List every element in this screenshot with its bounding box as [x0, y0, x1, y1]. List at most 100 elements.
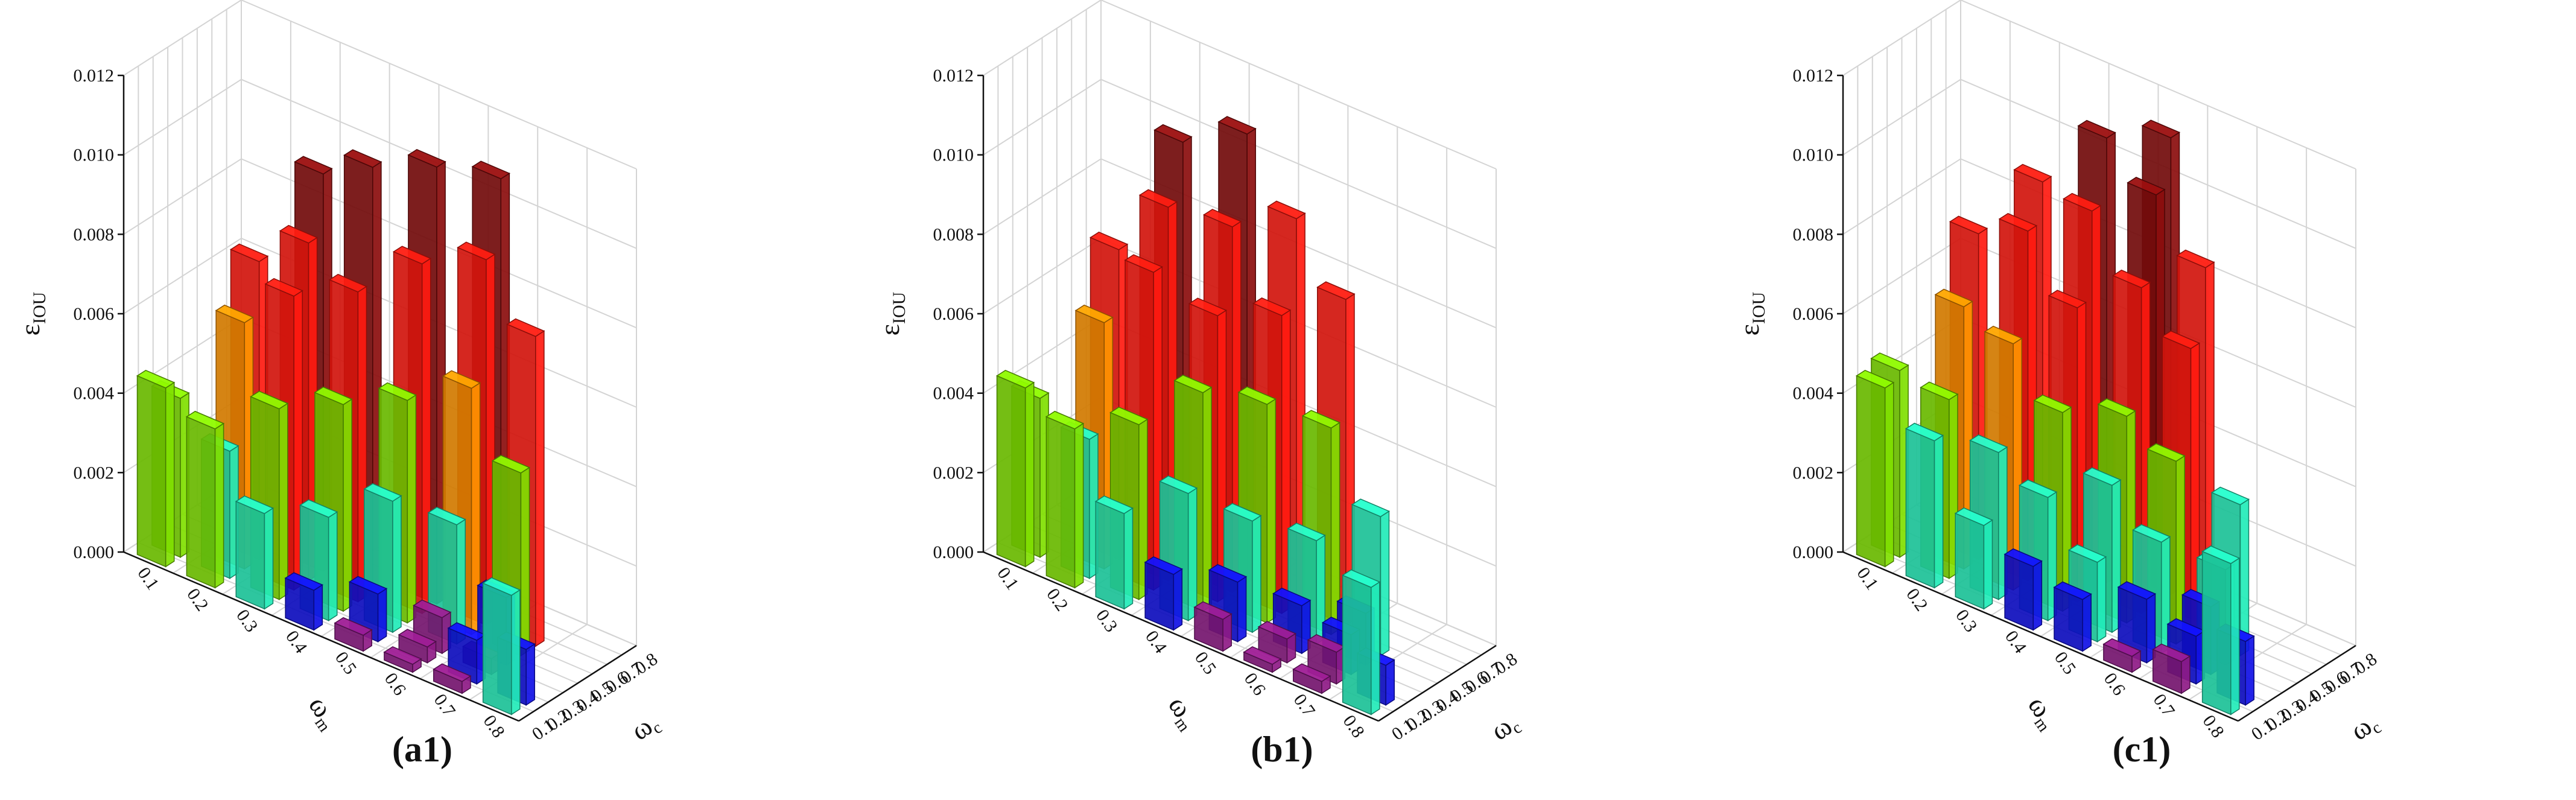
z-tick-label: 0.000: [933, 542, 974, 562]
z-tick-label: 0.012: [74, 66, 115, 86]
wc-axis-line: [2238, 644, 2356, 722]
xm-tick-label: 0.4: [1141, 627, 1171, 657]
chart-body: 0.000 0.002 0.004 0.006 0.008 0.010 0.012 0.1 0.…: [874, 0, 1525, 748]
xm-tick-label: 0.7: [1290, 690, 1319, 720]
xm-tick-label: 0.3: [1952, 606, 1981, 636]
xm-tick-label: 0.5: [331, 648, 361, 678]
xm-tick-label: 0.6: [1240, 669, 1270, 699]
bar: [2102, 638, 2142, 673]
bar: [185, 410, 225, 589]
bar: [235, 495, 274, 610]
xm-axis-line: [983, 551, 1379, 722]
bars: [1855, 119, 2255, 716]
xm-axis-title: ωm: [300, 690, 346, 735]
xm-tick-label: 0.7: [430, 690, 460, 720]
bar: [1292, 663, 1331, 694]
z-tick-label: 0.008: [74, 224, 115, 244]
bar3d-chart-c1: 0.000 0.002 0.004 0.006 0.008 0.010 0.012 0.1 0.…: [1734, 0, 2385, 748]
bar: [136, 370, 176, 568]
bars: [995, 116, 1395, 716]
xm-tick-label: 0.1: [133, 563, 163, 594]
z-axis-title: εIOU: [874, 291, 909, 335]
chart-body: 0.000 0.002 0.004 0.006 0.008 0.010 0.012 0.1 0.…: [1734, 0, 2385, 748]
xm-tick-label: 0.7: [2149, 690, 2179, 720]
bar: [2003, 548, 2043, 631]
wc-axis-title: ωc: [2344, 706, 2385, 748]
xm-tick-label: 0.8: [2199, 711, 2229, 741]
bar: [284, 572, 323, 631]
bar: [1855, 370, 1895, 568]
z-tick-label: 0.004: [1793, 384, 1834, 404]
bar: [334, 617, 373, 652]
bar: [1342, 569, 1381, 716]
bar: [995, 370, 1035, 568]
panel-label-a1: (a1): [392, 729, 452, 769]
z-tick-label: 0.006: [74, 304, 115, 324]
bar: [482, 577, 521, 716]
chart-panel-c1: 0.000 0.002 0.004 0.006 0.008 0.010 0.012 0.1 0.…: [1719, 0, 2576, 800]
bar: [2117, 581, 2157, 664]
xm-axis-title: ωm: [1160, 690, 1206, 735]
wc-axis-title: ωc: [1485, 706, 1525, 748]
z-tick-label: 0.002: [74, 463, 115, 483]
z-tick-label: 0.008: [1793, 224, 1834, 244]
xm-tick-label: 0.2: [1042, 585, 1072, 615]
z-tick-label: 0.000: [74, 542, 115, 562]
xm-tick-label: 0.3: [232, 606, 262, 636]
z-tick-label: 0.012: [933, 66, 974, 86]
z-tick-label: 0.002: [933, 463, 974, 483]
bar: [2152, 643, 2191, 694]
panel-label-b1: (b1): [1251, 729, 1313, 769]
z-tick-label: 0.004: [74, 384, 115, 404]
bar: [1045, 410, 1085, 589]
panel-label-c1: (c1): [2112, 729, 2171, 769]
xm-axis-line: [123, 551, 519, 722]
z-tick-label: 0.008: [933, 224, 974, 244]
xm-axis-title: ωm: [2020, 690, 2066, 735]
z-tick-label: 0.010: [74, 145, 115, 165]
xm-tick-label: 0.2: [1902, 585, 1932, 615]
bars: [136, 148, 545, 716]
xm-tick-label: 0.4: [282, 627, 311, 657]
z-tick-label: 0.012: [1793, 66, 1834, 86]
xm-tick-label: 0.1: [993, 563, 1023, 594]
xm-tick-label: 0.6: [2100, 669, 2130, 699]
z-tick-label: 0.000: [1793, 542, 1834, 562]
xm-tick-label: 0.8: [480, 711, 509, 741]
xm-tick-label: 0.5: [2051, 648, 2080, 678]
bar: [1905, 422, 1944, 589]
z-tick-label: 0.002: [1793, 463, 1834, 483]
z-tick-label: 0.004: [933, 384, 974, 404]
z-tick-label: 0.006: [933, 304, 974, 324]
xm-tick-label: 0.6: [381, 669, 410, 699]
chart-panel-a1: 0.000 0.002 0.004 0.006 0.008 0.010 0.012 0.1 0.…: [0, 0, 857, 800]
xm-tick-label: 0.2: [183, 585, 212, 615]
bar: [1094, 495, 1134, 610]
bar: [2053, 581, 2092, 652]
bar: [1243, 646, 1282, 673]
z-tick-label: 0.010: [933, 145, 974, 165]
bar: [1144, 556, 1183, 631]
z-tick-label: 0.010: [1793, 145, 1834, 165]
bar: [2201, 545, 2241, 716]
z-axis-title: εIOU: [1734, 291, 1769, 335]
bar: [433, 663, 472, 694]
chart-body: 0.000 0.002 0.004 0.006 0.008 0.010 0.012 0.1 0.…: [14, 0, 665, 748]
bar: [1193, 601, 1232, 652]
xm-axis-line: [1842, 551, 2239, 722]
bar: [383, 646, 422, 673]
xm-tick-label: 0.1: [1853, 563, 1882, 594]
bar: [1954, 507, 1994, 610]
z-tick-label: 0.006: [1793, 304, 1834, 324]
bar3d-chart-b1: 0.000 0.002 0.004 0.006 0.008 0.010 0.012 0.1 0.…: [874, 0, 1525, 748]
wc-axis-line: [1378, 644, 1497, 722]
chart-panel-b1: 0.000 0.002 0.004 0.006 0.008 0.010 0.012 0.1 0.…: [860, 0, 1716, 800]
wc-axis-title: ωc: [625, 706, 665, 748]
bar: [1257, 621, 1297, 664]
bar3d-chart-a1: 0.000 0.002 0.004 0.006 0.008 0.010 0.012 0.1 0.…: [14, 0, 665, 748]
xm-tick-label: 0.4: [2001, 627, 2031, 657]
xm-tick-label: 0.8: [1339, 711, 1369, 741]
z-axis-title: εIOU: [14, 291, 49, 335]
xm-tick-label: 0.3: [1092, 606, 1121, 636]
wc-axis-line: [518, 644, 637, 722]
